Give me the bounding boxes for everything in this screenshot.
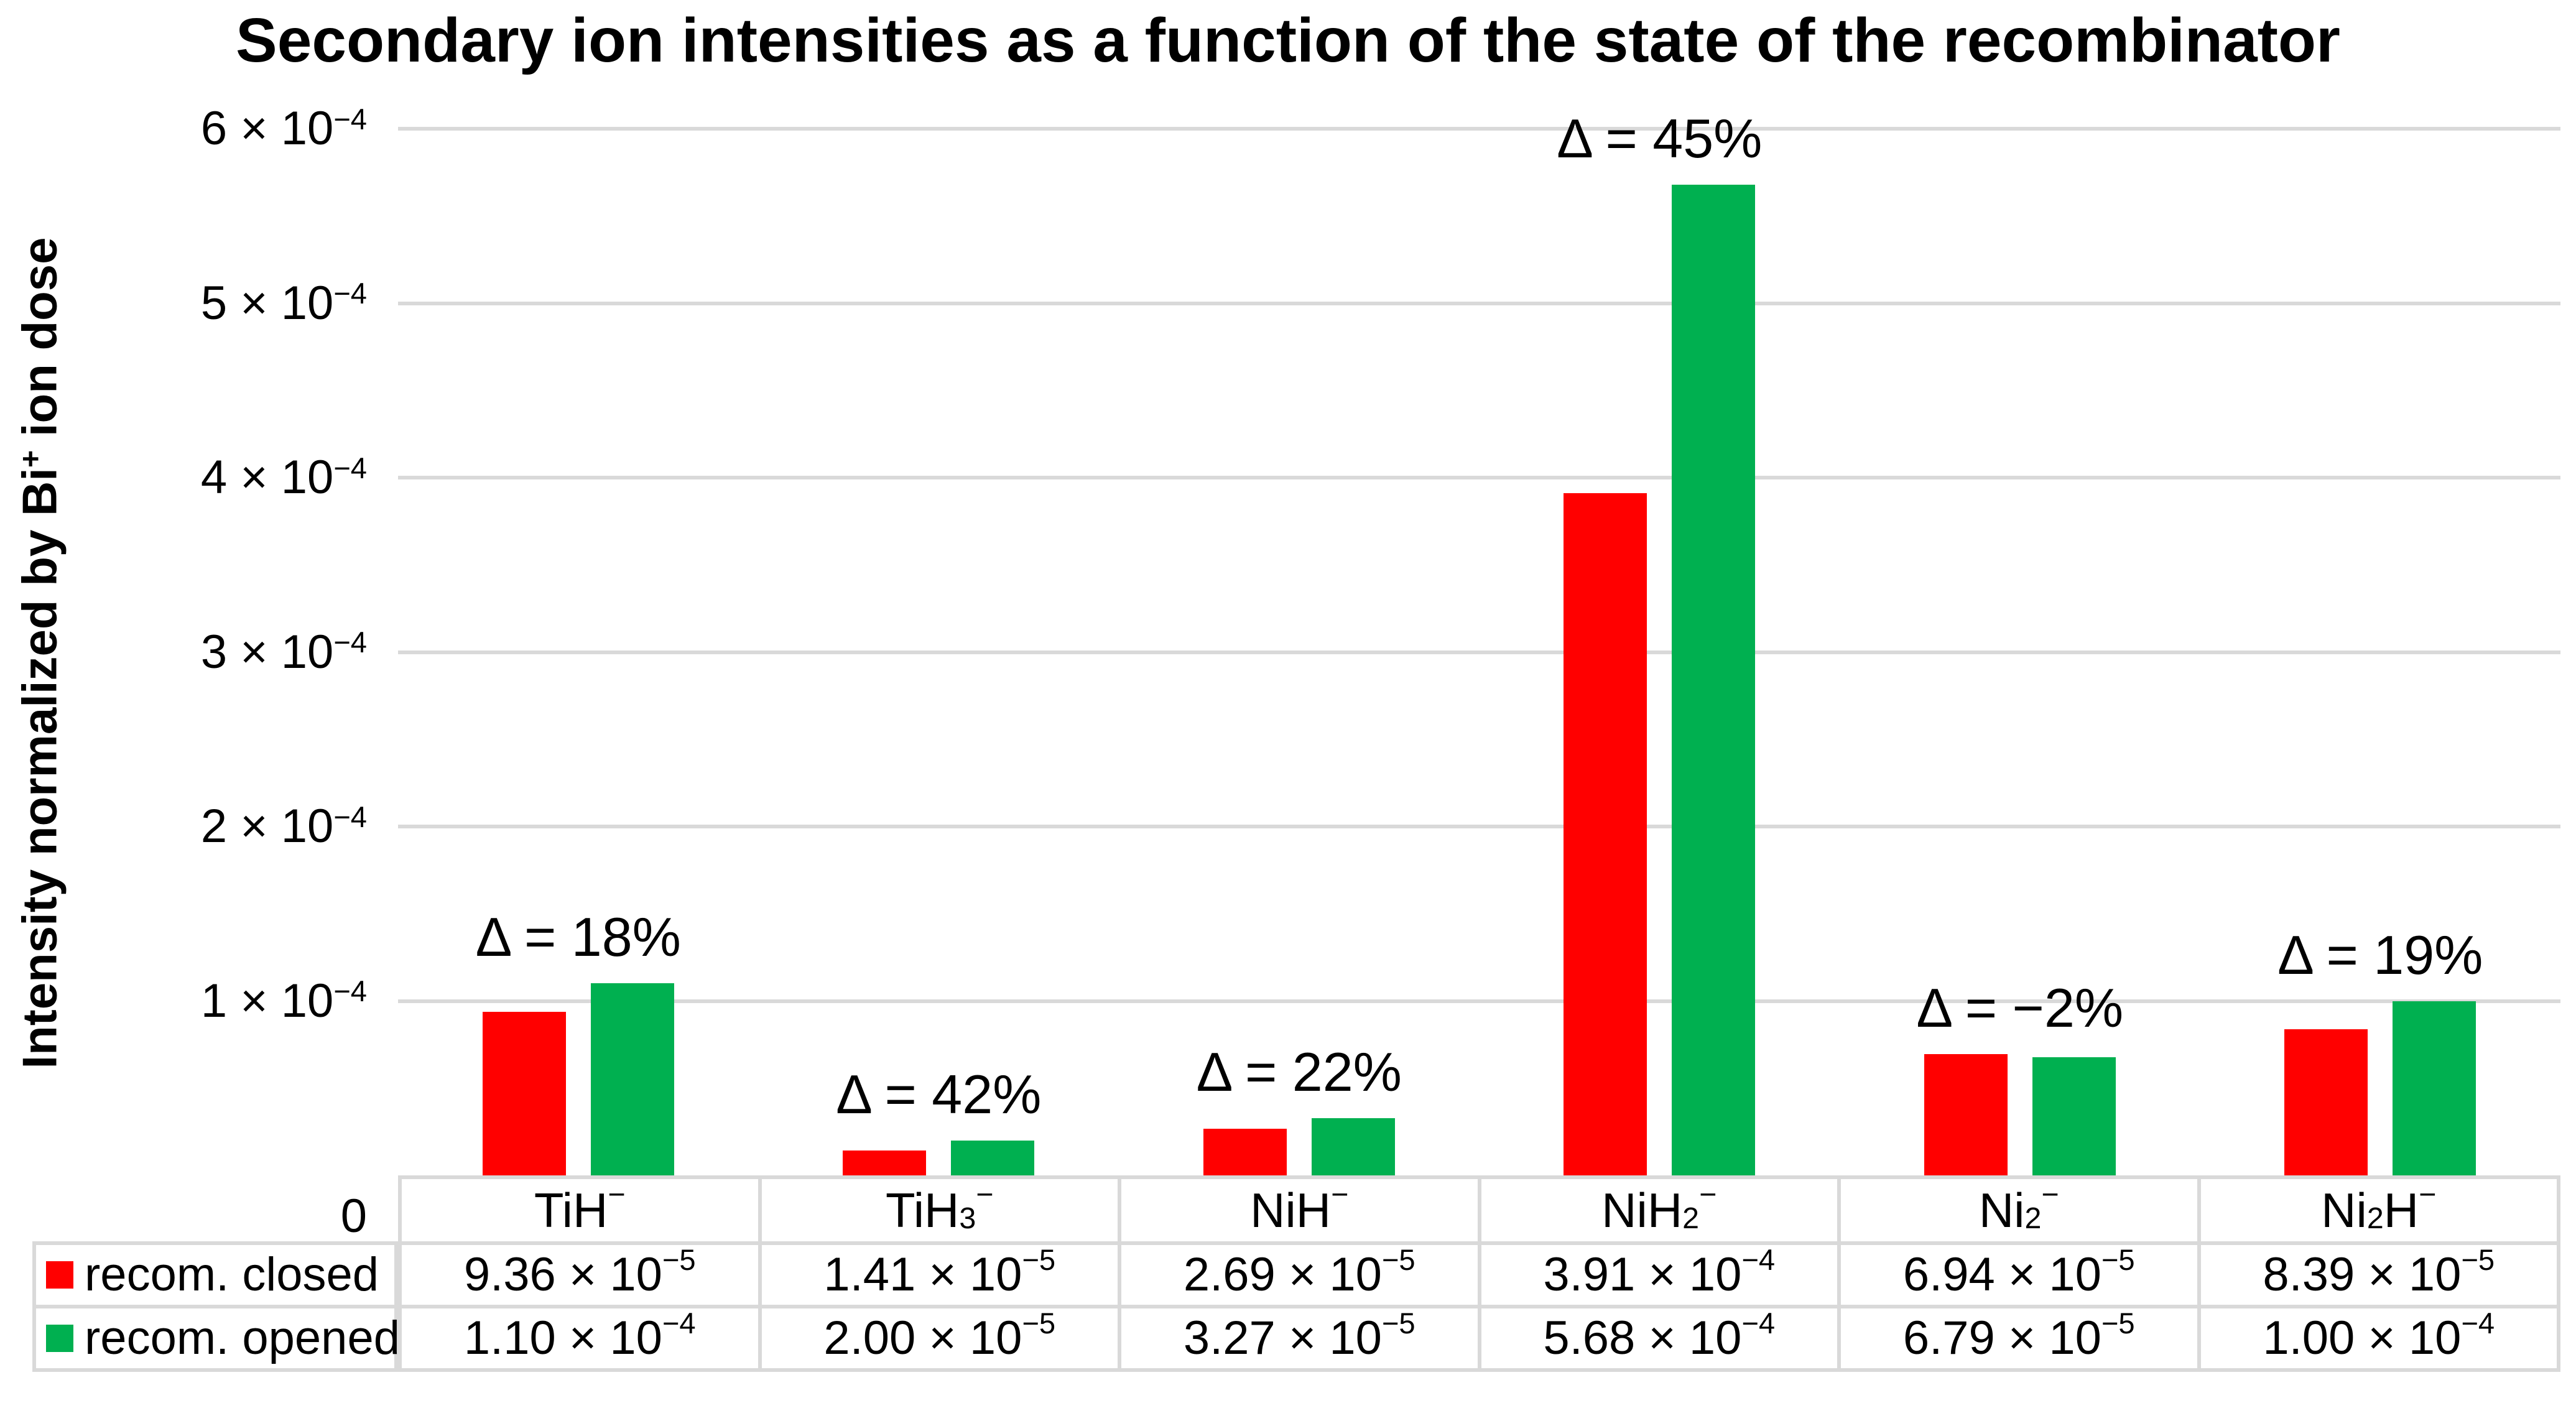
gridline — [398, 650, 2560, 654]
category-header-cell: Ni 2 H − — [2200, 1179, 2557, 1241]
legend-swatch-icon — [46, 1325, 73, 1352]
bar-closed-6 — [2284, 1029, 2368, 1175]
category-header-cell: NiH − — [1121, 1179, 1478, 1241]
delta-annotation: Δ = 42% — [836, 1063, 1042, 1125]
delta-annotation: Δ = 45% — [1557, 107, 1763, 169]
value-cell: 1.41 × 10 −5 — [761, 1245, 1118, 1305]
legend-item: recom. closed — [36, 1245, 394, 1305]
gridline — [398, 999, 2560, 1003]
value-cell: 3.91 × 10 −4 — [1481, 1245, 1837, 1305]
value-cell: 6.94 × 10 −5 — [1841, 1245, 2197, 1305]
bar-closed-2 — [843, 1151, 927, 1175]
legend-table: recom. closed recom. opened — [32, 1241, 400, 1372]
y-axis-title: Intensity normalized by Bi+ ion dose — [12, 237, 67, 1069]
bar-closed-1 — [482, 1012, 566, 1175]
value-cell: 8.39 × 10 −5 — [2200, 1245, 2557, 1305]
bar-opened-4 — [1672, 184, 1756, 1175]
category-header-cell: TiH − — [402, 1179, 758, 1241]
category-header-cell: TiH 3− — [761, 1179, 1118, 1241]
chart-title: Secondary ion intensities as a function … — [236, 6, 2340, 75]
y-tick-label: 4 × 10−4 — [200, 451, 367, 504]
bar-opened-2 — [951, 1140, 1035, 1175]
data-table: TiH − TiH 3− NiH − NiH 2− Ni 2− Ni 2 H −9.36 × 10 −5 1.… — [398, 1175, 2560, 1372]
gridline — [398, 825, 2560, 828]
y-tick-label: 2 × 10−4 — [200, 800, 367, 853]
gridline — [398, 301, 2560, 305]
category-header-cell: Ni 2− — [1841, 1179, 2197, 1241]
legend-swatch-icon — [46, 1261, 73, 1289]
bar-closed-4 — [1564, 493, 1647, 1175]
delta-annotation: Δ = −2% — [1916, 977, 2124, 1039]
bar-opened-6 — [2393, 1001, 2476, 1175]
bar-opened-5 — [2032, 1057, 2116, 1175]
gridline — [398, 476, 2560, 479]
delta-annotation: Δ = 18% — [475, 906, 681, 968]
delta-annotation: Δ = 19% — [2277, 924, 2483, 986]
value-cell: 5.68 × 10 −4 — [1481, 1308, 1837, 1368]
value-cell: 3.27 × 10 −5 — [1121, 1308, 1478, 1368]
y-tick-label: 5 × 10−4 — [200, 276, 367, 330]
y-tick-label: 6 × 10−4 — [200, 102, 367, 155]
y-tick-zero-label: 0 — [340, 1190, 367, 1243]
y-tick-label: 1 × 10−4 — [200, 974, 367, 1027]
value-cell: 2.00 × 10 −5 — [761, 1308, 1118, 1368]
value-cell: 6.79 × 10 −5 — [1841, 1308, 2197, 1368]
bar-closed-3 — [1203, 1128, 1287, 1175]
y-tick-label: 3 × 10−4 — [200, 625, 367, 678]
gridline — [398, 127, 2560, 131]
category-header-cell: NiH 2− — [1481, 1179, 1837, 1241]
bar-closed-5 — [1924, 1054, 2008, 1175]
value-cell: 1.00 × 10 −4 — [2200, 1308, 2557, 1368]
value-cell: 1.10 × 10 −4 — [402, 1308, 758, 1368]
value-cell: 2.69 × 10 −5 — [1121, 1245, 1478, 1305]
bar-opened-1 — [590, 983, 674, 1175]
legend-item: recom. opened — [36, 1308, 400, 1368]
bar-opened-3 — [1311, 1118, 1395, 1175]
delta-annotation: Δ = 22% — [1196, 1041, 1402, 1103]
legend-label: recom. closed — [85, 1248, 379, 1301]
legend-label: recom. opened — [85, 1312, 400, 1364]
value-cell: 9.36 × 10 −5 — [402, 1245, 758, 1305]
